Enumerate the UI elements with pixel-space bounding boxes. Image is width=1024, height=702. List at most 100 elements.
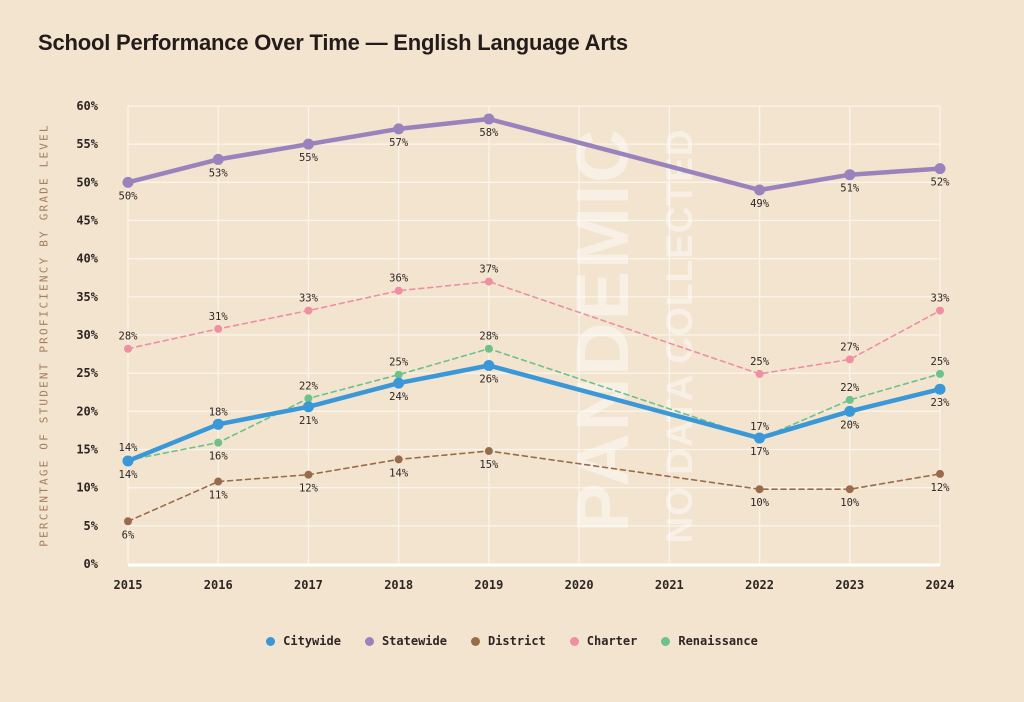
data-label-citywide: 18% (209, 406, 229, 418)
data-label-district: 6% (122, 529, 135, 541)
data-point-renaissance (304, 394, 313, 403)
legend-swatch (364, 636, 374, 646)
series-line-renaissance (127, 347, 941, 461)
data-point-statewide (122, 176, 134, 188)
data-label-charter: 27% (840, 341, 860, 353)
data-point-charter (845, 355, 854, 364)
data-label-district: 11% (209, 490, 229, 502)
data-label-renaissance: 17% (750, 421, 770, 433)
data-label-renaissance: 22% (840, 382, 860, 394)
y-tick-label: 0% (84, 557, 99, 571)
series-line-charter (127, 280, 941, 375)
x-tick-label: 2016 (204, 578, 233, 592)
data-point-charter (484, 277, 493, 286)
data-point-statewide (393, 123, 405, 135)
series-line-statewide (125, 116, 943, 193)
legend-label: Citywide (283, 634, 341, 648)
data-label-statewide: 49% (750, 198, 770, 210)
legend-label: Renaissance (678, 634, 758, 648)
x-tick-label: 2020 (565, 578, 594, 592)
data-label-statewide: 51% (840, 183, 860, 195)
annotation-sub: NO DATA COLLECTED (659, 128, 700, 543)
data-point-citywide (393, 377, 405, 389)
data-label-district: 12% (299, 483, 319, 495)
legend-item-statewide: Statewide (364, 634, 447, 648)
data-point-citywide (212, 418, 224, 430)
data-label-statewide: 52% (931, 177, 951, 189)
data-label-statewide: 58% (479, 127, 499, 139)
legend-swatch (569, 636, 579, 646)
legend-item-charter: Charter (569, 634, 638, 648)
data-point-district (124, 517, 132, 526)
data-label-citywide: 14% (119, 469, 139, 481)
y-tick-label: 45% (76, 214, 98, 228)
data-point-district (484, 447, 493, 456)
x-tick-label: 2019 (474, 578, 503, 592)
y-tick-label: 50% (76, 175, 98, 189)
data-label-charter: 37% (479, 264, 499, 276)
data-point-charter (214, 324, 223, 333)
y-tick-label: 25% (76, 366, 98, 380)
data-label-statewide: 55% (299, 152, 319, 164)
series-points (122, 113, 946, 526)
y-tick-label: 55% (76, 137, 98, 151)
legend-label: Statewide (381, 634, 447, 648)
data-point-district (755, 485, 764, 494)
chart-title: School Performance Over Time — English L… (38, 30, 628, 55)
legend-label: District (487, 634, 546, 648)
data-point-statewide (483, 113, 495, 125)
data-point-renaissance (845, 395, 854, 404)
data-point-district (394, 455, 403, 464)
data-label-renaissance: 28% (479, 331, 499, 343)
y-tick-label: 35% (76, 290, 98, 304)
data-labels: 6% 11% 12% 14% 15% 10% 10% 12% 28% 31% 33% 36% 37% 25… (119, 127, 951, 541)
y-tick-label: 30% (76, 328, 98, 342)
data-point-district (304, 470, 313, 479)
y-tick-label: 40% (76, 252, 98, 266)
data-label-renaissance: 22% (299, 380, 319, 392)
data-label-renaissance: 16% (209, 451, 229, 463)
data-label-renaissance: 25% (389, 357, 409, 369)
data-point-charter (124, 344, 132, 353)
data-point-citywide (934, 383, 946, 395)
legend-label: Charter (586, 634, 638, 648)
data-label-charter: 28% (119, 331, 139, 343)
x-tick-label: 2024 (926, 578, 955, 592)
data-point-statewide (754, 184, 766, 196)
data-point-renaissance (394, 370, 403, 379)
y-tick-label: 20% (76, 404, 98, 418)
x-tick-label: 2015 (114, 578, 143, 592)
y-tick-label: 5% (84, 519, 99, 533)
y-tick-label: 10% (76, 481, 98, 495)
data-point-renaissance (214, 438, 223, 447)
data-point-charter (936, 306, 944, 315)
data-label-charter: 25% (750, 356, 770, 368)
data-point-statewide (302, 138, 314, 150)
data-label-charter: 33% (299, 293, 319, 305)
series-line-district (127, 450, 941, 523)
data-label-statewide: 57% (389, 137, 409, 149)
data-label-citywide: 24% (389, 391, 409, 403)
data-point-statewide (934, 163, 946, 175)
y-tick-label: 60% (76, 99, 98, 113)
data-point-district (845, 485, 854, 494)
legend-item-citywide: Citywide (266, 634, 341, 648)
data-label-statewide: 53% (209, 167, 229, 179)
data-label-citywide: 23% (931, 397, 951, 409)
data-label-citywide: 21% (299, 415, 319, 427)
data-label-charter: 36% (389, 273, 409, 285)
data-point-citywide (483, 360, 495, 372)
x-tick-label: 2017 (294, 578, 323, 592)
x-tick-label: 2018 (384, 578, 413, 592)
legend-item-district: District (470, 634, 546, 648)
data-point-charter (304, 306, 313, 315)
data-point-citywide (302, 401, 314, 413)
x-tick-label: 2023 (835, 578, 864, 592)
x-tick-label: 2022 (745, 578, 774, 592)
data-point-statewide (212, 153, 224, 165)
data-point-charter (394, 286, 403, 295)
data-point-citywide (844, 405, 856, 417)
data-point-charter (755, 369, 764, 378)
pandemic-annotation: PANDEMIC NO DATA COLLECTED (561, 127, 700, 543)
